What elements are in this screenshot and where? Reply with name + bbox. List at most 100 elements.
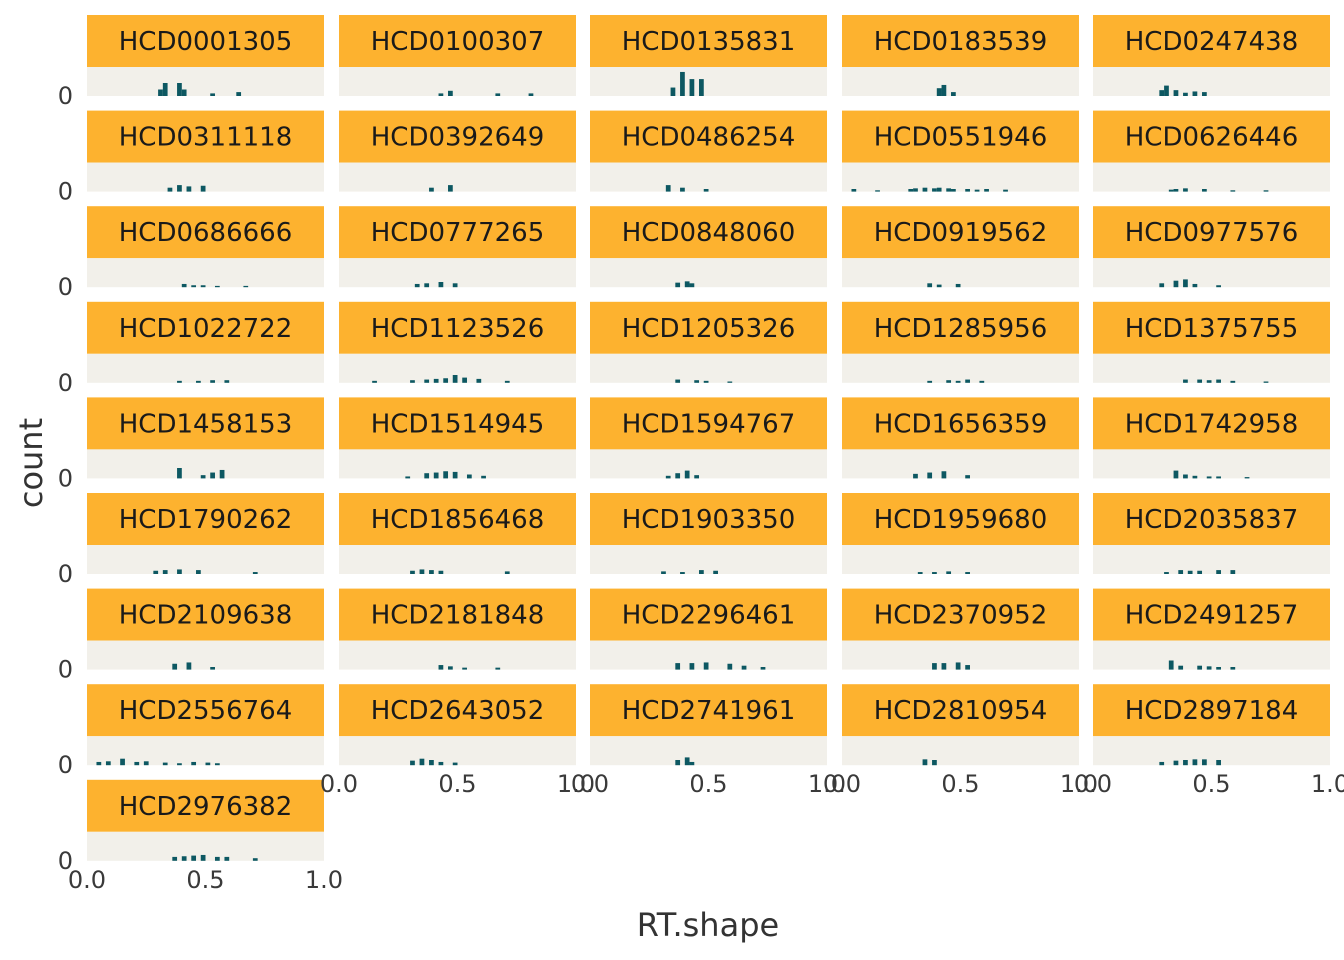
facet-strip (842, 110, 1079, 163)
facet-panel: HCD1594767 (590, 397, 827, 479)
facet-plot-area (590, 67, 827, 96)
histogram-bar (1197, 570, 1203, 574)
facet-plot-area (842, 545, 1079, 574)
facet-strip (87, 110, 324, 163)
x-tick-label: 0.5 (941, 770, 979, 798)
facet-panel: HCD2370952 (842, 588, 1079, 670)
facet-label: HCD0183539 (874, 27, 1048, 57)
histogram-bar (236, 92, 242, 96)
facet-label: HCD2035837 (1125, 505, 1299, 535)
facet-panel: HCD0848060 (590, 206, 827, 288)
facet-panel: HCD1022722 0 (58, 301, 324, 397)
histogram-bar (703, 662, 709, 670)
facet-panel: HCD0551946 (842, 110, 1079, 192)
facet-panel: HCD2976382 0 (58, 779, 324, 875)
facet-panel: HCD2181848 (339, 588, 576, 670)
histogram-bar (1173, 470, 1179, 479)
facet-strip (87, 588, 324, 641)
facet-label: HCD1123526 (371, 314, 545, 344)
histogram-bar (210, 472, 215, 479)
histogram-bar (984, 189, 989, 192)
histogram-bar (951, 92, 956, 96)
histogram-bar (162, 762, 168, 766)
facet-label: HCD1656359 (874, 409, 1048, 439)
histogram-bar (196, 380, 201, 383)
histogram-bar (191, 855, 197, 861)
histogram-bar (965, 379, 970, 383)
histogram-bar (1216, 379, 1221, 383)
facet-panel: HCD1790262 0 (58, 493, 324, 588)
histogram-bar (932, 760, 937, 766)
y-tick-label: 0 (58, 847, 73, 875)
histogram-bar (675, 282, 681, 288)
histogram-bar (191, 761, 197, 766)
facet-panel: HCD0977576 (1093, 206, 1330, 288)
histogram-bar (214, 856, 220, 861)
histogram-bar (1183, 188, 1188, 192)
histogram-bar (504, 380, 510, 383)
facet-panel: HCD0135831 (590, 15, 827, 96)
facet-panel: HCD0686666 0 (58, 206, 324, 301)
histogram-bar (1263, 381, 1269, 383)
histogram-bar (680, 572, 685, 574)
histogram-bar (433, 472, 439, 479)
histogram-bar (1192, 759, 1198, 766)
facet-plot-area (1093, 640, 1330, 670)
facet-label: HCD1285956 (874, 314, 1048, 344)
facet-panel: HCD0626446 (1093, 110, 1330, 192)
histogram-bar (1183, 279, 1188, 288)
facet-label: HCD1742958 (1125, 409, 1299, 439)
x-tick-label: 0.5 (1192, 770, 1230, 798)
x-tick-label: 0.0 (823, 770, 861, 798)
histogram-bar (1173, 189, 1179, 192)
facet-strip (842, 301, 1079, 354)
histogram-bar (665, 185, 671, 192)
histogram-bar (922, 759, 928, 766)
histogram-bar (448, 185, 453, 192)
histogram-bar (429, 570, 434, 574)
facet-strip (87, 493, 324, 545)
facet-label: HCD1856468 (371, 505, 545, 535)
facet-label: HCD1458153 (119, 409, 293, 439)
facet-label: HCD1594767 (622, 409, 796, 439)
facet-panel: HCD2643052 (339, 684, 576, 766)
facet-strip (842, 493, 1079, 545)
facet-panel: HCD1959680 (842, 493, 1079, 574)
histogram-bar (1164, 85, 1169, 96)
histogram-bar (699, 79, 704, 96)
histogram-bar (224, 380, 230, 383)
facet-plot-area (87, 640, 324, 670)
histogram-bar (932, 188, 937, 192)
histogram-bar (1173, 280, 1179, 288)
histogram-bar (224, 856, 230, 861)
histogram-bar (177, 569, 182, 574)
facet-plot-area (842, 449, 1079, 479)
histogram-bar (936, 187, 942, 192)
histogram-bar (405, 476, 411, 479)
histogram-bar (1164, 572, 1169, 574)
histogram-bar (424, 283, 430, 288)
facet-label: HCD0848060 (622, 218, 796, 248)
histogram-bar (675, 663, 681, 670)
histogram-bar (1192, 283, 1198, 288)
facet-strip (590, 206, 827, 259)
facet-panel: HCD0777265 (339, 206, 576, 288)
histogram-bar (158, 89, 163, 96)
histogram-bar (143, 761, 149, 766)
histogram-bar (200, 854, 206, 861)
facet-plot-area (1093, 258, 1330, 288)
x-axes: 0.0 0.5 1.00.0 0.5 1.00.0 0.5 1.00.0 0.5 1.00.0 0… (68, 770, 1344, 894)
facet-label: HCD0777265 (371, 218, 545, 248)
histogram-bar (851, 189, 857, 192)
facet-strip (1093, 588, 1330, 641)
x-tick-label: 0.0 (571, 770, 609, 798)
histogram-bar (452, 762, 458, 766)
y-tick-label: 0 (58, 656, 73, 684)
facet-plot-area (590, 258, 827, 288)
facet-strip (842, 206, 1079, 259)
histogram-bar (162, 83, 168, 96)
histogram-bar (419, 758, 425, 766)
facet-plot-area (1093, 736, 1330, 766)
histogram-bar (177, 185, 182, 192)
histogram-bar (167, 187, 173, 192)
